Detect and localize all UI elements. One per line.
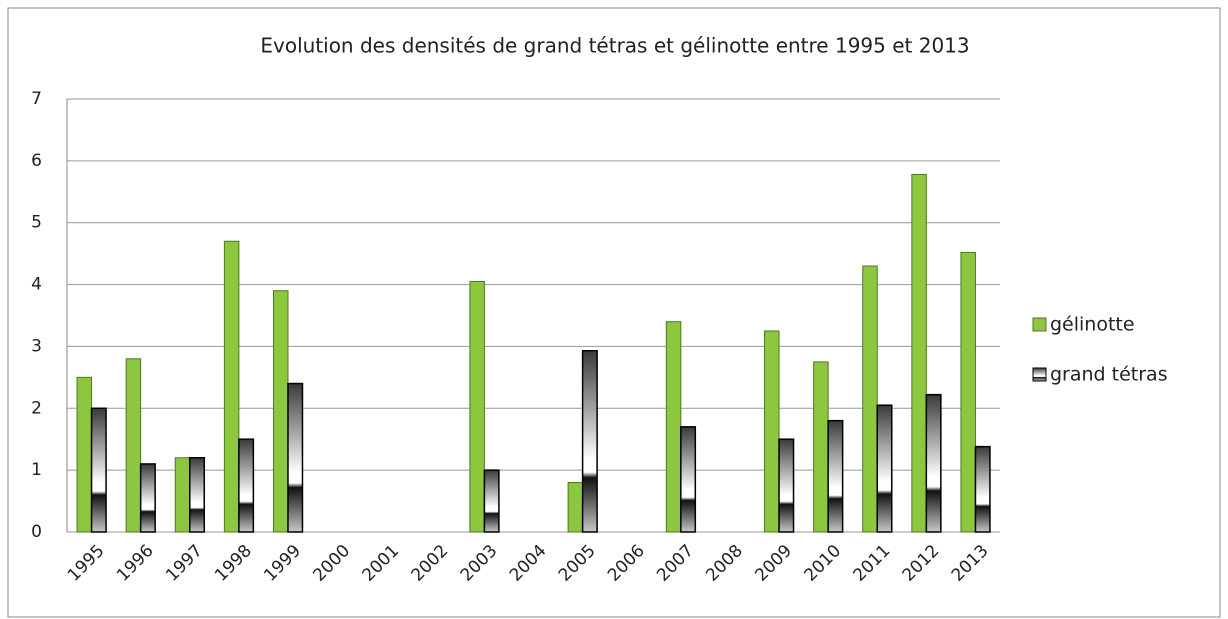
legend-label: grand tétras: [1050, 364, 1168, 386]
bar: [139, 463, 156, 533]
bar: [960, 251, 976, 533]
y-tick-label: 5: [31, 213, 42, 233]
chart-title: Evolution des densités de grand tétras e…: [260, 34, 969, 58]
x-tick-label: 2000: [309, 541, 354, 586]
chart-frame: [7, 7, 1221, 618]
bar: [272, 290, 289, 533]
x-tick-label: 2007: [653, 541, 698, 586]
bar: [90, 407, 107, 533]
bar: [581, 350, 598, 533]
bar: [778, 438, 795, 533]
y-tick-label: 1: [31, 460, 42, 480]
x-tick-label: 2012: [899, 541, 944, 586]
bar: [876, 404, 893, 533]
y-tick-label: 7: [31, 89, 42, 109]
x-tick-label: 2003: [457, 541, 502, 586]
bar: [827, 419, 844, 533]
y-tick-label: 6: [31, 151, 42, 171]
x-tick-label: 2008: [702, 541, 747, 586]
legend-swatch: [1032, 317, 1047, 332]
bar: [764, 330, 780, 533]
x-tick-label: 1999: [260, 541, 305, 586]
x-tick-label: 1997: [162, 541, 207, 586]
x-tick-label: 2013: [948, 541, 993, 586]
x-tick-label: 2009: [751, 541, 796, 586]
x-tick-label: 1996: [113, 541, 158, 586]
bar: [223, 240, 240, 533]
bar: [76, 376, 93, 533]
bar: [469, 280, 485, 533]
y-tick-label: 3: [31, 336, 42, 356]
x-tick-label: 1998: [211, 541, 256, 586]
y-tick-label: 4: [31, 275, 42, 295]
bar: [925, 393, 942, 533]
bar: [238, 438, 255, 533]
x-tick-label: 2011: [850, 541, 895, 586]
x-tick-label: 2010: [800, 541, 845, 586]
bar: [174, 457, 191, 533]
x-tick-label: 2002: [408, 541, 453, 586]
bar: [567, 482, 584, 533]
bar: [680, 426, 697, 533]
x-tick-label: 2004: [506, 541, 551, 586]
bar: [189, 457, 206, 533]
y-tick-label: 2: [31, 398, 42, 418]
bar: [287, 382, 304, 533]
x-tick-label: 2006: [604, 541, 649, 586]
bar: [862, 265, 878, 533]
x-tick-label: 2001: [359, 541, 404, 586]
y-tick-label: 0: [31, 522, 42, 542]
x-tick-label: 1995: [64, 541, 109, 586]
bar: [974, 445, 991, 533]
bar: [665, 321, 682, 533]
bar: [911, 173, 927, 533]
legend-label: gélinotte: [1050, 314, 1135, 336]
bar: [813, 361, 829, 533]
legend-swatch: [1032, 367, 1047, 382]
x-tick-label: 2005: [555, 541, 600, 586]
bar: [125, 358, 142, 533]
bar: [483, 469, 500, 533]
